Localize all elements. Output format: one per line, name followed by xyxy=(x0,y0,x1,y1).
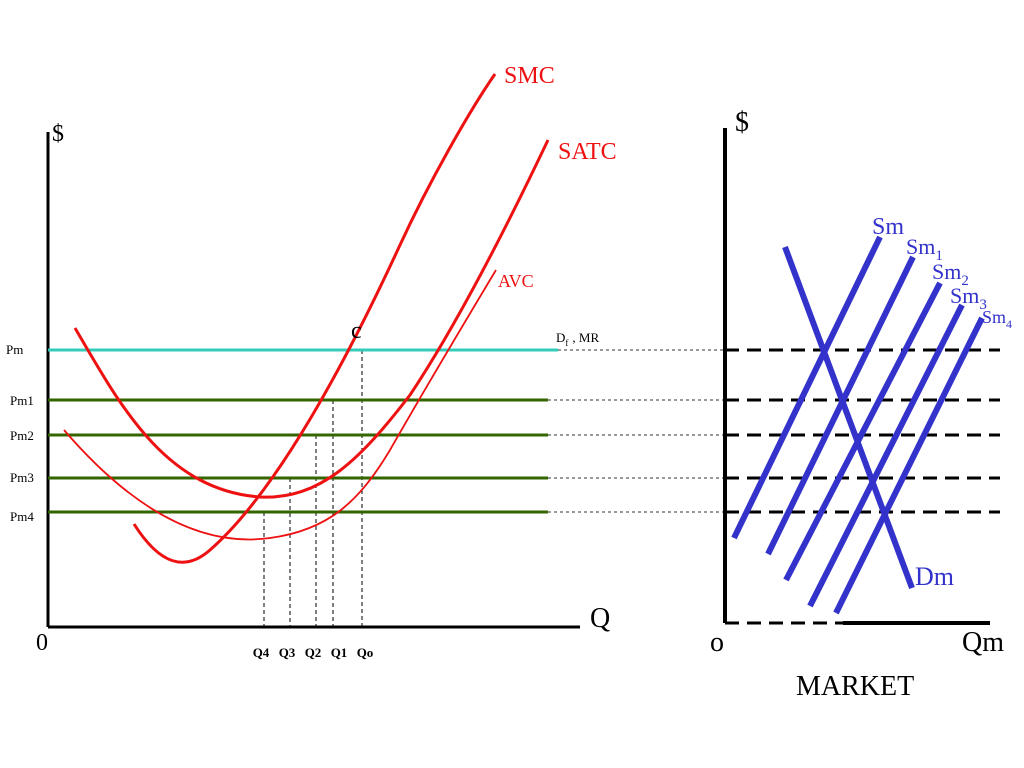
price-label-pm: Pm xyxy=(6,342,23,357)
supply-label-sm2: Sm2 xyxy=(932,259,969,289)
demand-label: Df, MR xyxy=(556,330,599,348)
satc-label: SATC xyxy=(558,139,617,165)
price-label-pm1: Pm1 xyxy=(10,393,34,408)
avc-curve xyxy=(63,269,497,541)
supply-label-sm4: Sm4 xyxy=(982,307,1012,331)
quantity-label-q3: Q3 xyxy=(279,645,296,660)
market-x-axis-label: Qm xyxy=(962,627,1004,658)
supply-curve-sm1 xyxy=(765,255,916,556)
supply-label-sm1: Sm1 xyxy=(906,234,943,264)
supply-curve-sm4 xyxy=(833,316,985,615)
market-origin-label: o xyxy=(710,627,724,658)
firm-x-axis-label: Q xyxy=(590,603,610,634)
price-label-pm4: Pm4 xyxy=(10,509,34,524)
supply-curve-sm xyxy=(731,235,883,540)
supply-label-sm: Sm xyxy=(872,214,904,240)
market-title: MARKET xyxy=(796,671,914,702)
demand-label-dm: Dm xyxy=(915,562,954,591)
supply-curve-sm2 xyxy=(783,281,943,582)
quantity-labels: Q4 Q3 Q2 Q1 Qo xyxy=(253,645,374,660)
smc-curve xyxy=(132,73,497,564)
quantity-label-q1: Q1 xyxy=(331,645,348,660)
smc-label: SMC xyxy=(504,63,555,89)
point-c-label: c xyxy=(351,318,362,344)
avc-label: AVC xyxy=(498,271,534,291)
demand-curve-dm xyxy=(782,245,915,590)
market-price-levels xyxy=(725,348,1000,514)
price-guide-lines xyxy=(548,349,725,513)
price-label-pm2: Pm2 xyxy=(10,428,34,443)
quantity-label-q2: Q2 xyxy=(305,645,322,660)
market-panel: $ o Qm MARKET Dm Sm Sm1 Sm2 Sm3 Sm4 xyxy=(710,107,1012,702)
supply-label-sm3: Sm3 xyxy=(950,283,987,313)
price-label-pm3: Pm3 xyxy=(10,470,34,485)
firm-origin-label: 0 xyxy=(36,630,48,656)
quantity-label-qo: Qo xyxy=(357,645,374,660)
quantity-label-q4: Q4 xyxy=(253,645,270,660)
market-supply-curves xyxy=(731,235,985,615)
supply-curve-sm3 xyxy=(807,303,965,608)
market-y-axis-label: $ xyxy=(735,107,749,138)
firm-panel: $ Q 0 SMC SATC AVC c Df, MR Pm Pm1 Pm2 P… xyxy=(6,63,725,660)
firm-y-axis-label: $ xyxy=(52,121,64,147)
satc-curve xyxy=(73,139,550,499)
